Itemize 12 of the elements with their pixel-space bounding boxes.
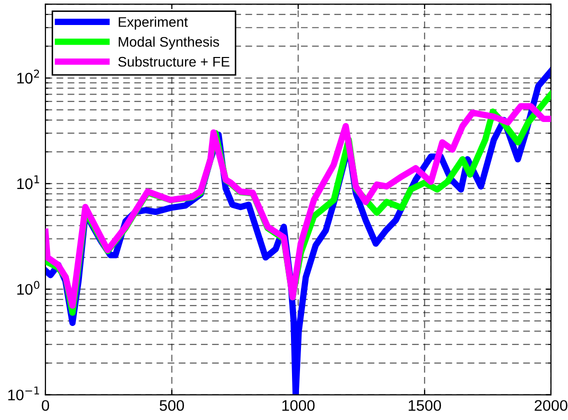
y-tick-label: 10$^{2}$ bbox=[17, 70, 40, 84]
x-tick-label: 1500 bbox=[408, 400, 441, 411]
y-tick-label: 10$^{1}$ bbox=[17, 175, 40, 190]
x-tick-label: 2000 bbox=[534, 400, 568, 411]
x-tick-label: 0 bbox=[42, 400, 50, 411]
y-tick-label: 10$^{0}$ bbox=[17, 280, 40, 295]
legend-label: Substructure + FE bbox=[118, 56, 230, 67]
legend-label: Modal Synthesis bbox=[118, 36, 220, 50]
x-tick-label: 500 bbox=[160, 400, 184, 411]
legend-label: Experiment bbox=[118, 16, 188, 30]
x-tick-label: 1000 bbox=[282, 400, 315, 411]
y-tick-label: 10$^{−1}$ bbox=[8, 386, 40, 400]
